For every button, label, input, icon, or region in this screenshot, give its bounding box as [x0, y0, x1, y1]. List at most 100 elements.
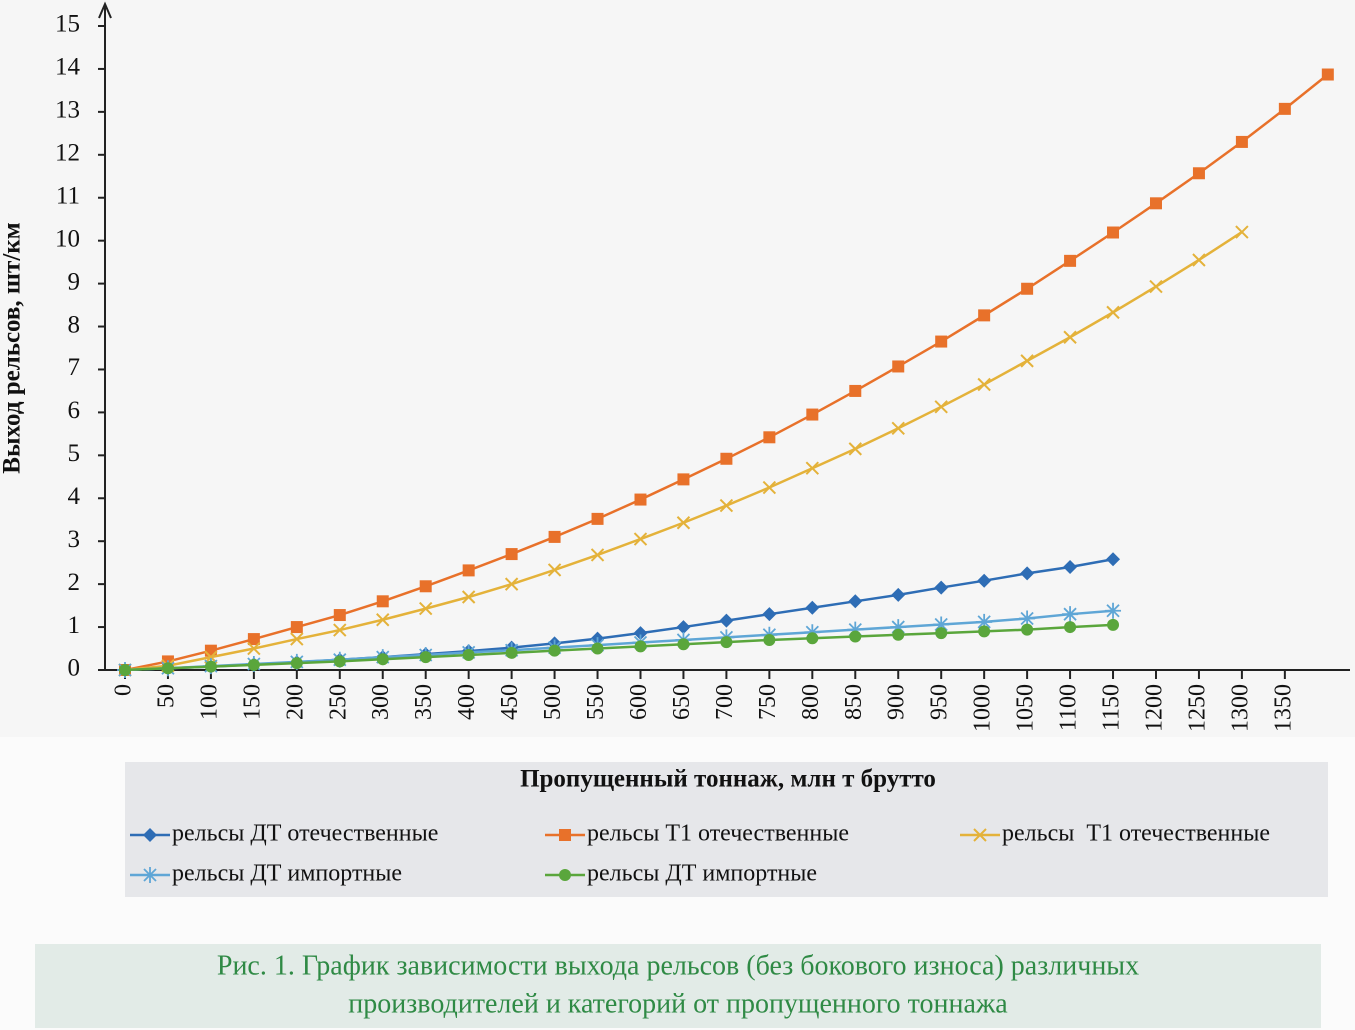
- data-point: [805, 600, 820, 615]
- data-point: [119, 664, 131, 676]
- data-point: [1278, 102, 1291, 115]
- caption-line: Рис. 1. График зависимости выхода рельсо…: [217, 950, 1139, 981]
- x-tick-label: 700: [712, 684, 738, 720]
- data-point: [677, 638, 690, 651]
- x-tick-label: 350: [411, 684, 437, 720]
- y-tick-label: 5: [68, 440, 81, 467]
- x-tick-label: 1100: [1056, 684, 1082, 731]
- y-tick-label: 1: [68, 612, 81, 639]
- x-tick-label: 250: [325, 684, 351, 720]
- caption-line: производителей и категорий от пропущенно…: [348, 988, 1008, 1019]
- data-point: [247, 641, 261, 656]
- x-tick-label: 1300: [1227, 684, 1253, 732]
- data-point: [290, 621, 303, 634]
- y-tick-label: 7: [68, 354, 81, 381]
- data-point: [419, 580, 432, 593]
- data-point: [376, 613, 390, 627]
- data-point: [1021, 623, 1034, 636]
- data-point: [1107, 618, 1120, 631]
- x-axis-title: Пропущенный тоннаж, млн т брутто: [520, 766, 936, 793]
- data-point: [633, 532, 648, 546]
- x-tick-labels: 0 50 100 150 200 250 300 350 400 450 500 550 600 650 7…: [111, 684, 1297, 732]
- data-point: [848, 594, 863, 609]
- y-tick-label: 4: [68, 483, 81, 510]
- data-point: [1064, 621, 1077, 634]
- data-point: [1105, 602, 1122, 619]
- data-point: [719, 498, 734, 513]
- x-tick-label: 450: [497, 684, 523, 720]
- x-tick-label: 500: [540, 684, 566, 720]
- data-point: [891, 587, 906, 602]
- x-tick-label: 550: [583, 684, 609, 720]
- data-point: [804, 624, 821, 641]
- y-tick-label: 9: [68, 268, 81, 295]
- data-point: [333, 609, 346, 622]
- data-point: [204, 660, 217, 673]
- data-point: [805, 461, 820, 475]
- x-tick-label: 950: [927, 684, 953, 720]
- data-point: [418, 601, 433, 616]
- x-tick-label: 50: [153, 684, 179, 708]
- data-point: [1235, 135, 1248, 148]
- data-point: [1107, 226, 1120, 239]
- data-point: [548, 644, 561, 657]
- data-point: [1063, 330, 1077, 344]
- data-point: [1063, 559, 1078, 574]
- data-point: [376, 653, 389, 666]
- x-tick-label: 0: [111, 684, 137, 696]
- legend-label: рельсы Т1 отечественные: [1002, 821, 1270, 847]
- data-point: [333, 655, 346, 668]
- data-point: [204, 644, 217, 657]
- data-point: [720, 636, 733, 649]
- y-tick-label: 6: [68, 397, 81, 424]
- data-point: [977, 573, 992, 588]
- x-tick-label: 750: [755, 684, 781, 720]
- x-tick-label: 1350: [1270, 684, 1296, 732]
- data-point: [892, 360, 905, 373]
- legend-marker: [559, 869, 571, 881]
- data-point: [504, 577, 519, 591]
- data-point: [247, 658, 260, 671]
- data-point: [849, 384, 862, 397]
- data-point: [763, 431, 776, 444]
- data-point: [933, 616, 950, 633]
- data-point: [806, 632, 819, 645]
- data-point: [720, 452, 733, 465]
- x-tick-label: 850: [841, 684, 867, 720]
- data-point: [461, 590, 476, 604]
- x-tick-label: 1150: [1099, 684, 1125, 731]
- y-axis-title: Выход рельсов, шт/км: [0, 222, 26, 473]
- data-point: [847, 621, 864, 638]
- y-tick-label: 13: [55, 97, 80, 124]
- data-point: [590, 548, 605, 562]
- data-point: [676, 620, 691, 635]
- data-point: [891, 421, 905, 435]
- data-point: [633, 626, 648, 641]
- data-point: [935, 335, 948, 348]
- data-point: [976, 613, 993, 630]
- data-point: [462, 648, 475, 661]
- data-point: [1019, 610, 1036, 627]
- series-line: [124, 623, 1114, 672]
- data-point: [934, 400, 948, 414]
- x-tick-label: 1050: [1013, 684, 1039, 732]
- data-point: [978, 625, 991, 638]
- plot-background: [0, 0, 1355, 737]
- data-point: [547, 563, 562, 577]
- y-tick-label: 12: [55, 140, 80, 167]
- data-point: [849, 630, 862, 643]
- data-point: [376, 595, 389, 608]
- y-tick-label: 0: [68, 655, 81, 682]
- data-point: [763, 633, 776, 646]
- x-tick-label: 200: [282, 684, 308, 720]
- data-point: [848, 442, 862, 456]
- legend-marker: [559, 829, 571, 841]
- y-tick-label: 14: [55, 54, 81, 81]
- data-point: [591, 512, 604, 525]
- legend-marker: [142, 867, 158, 883]
- data-point: [634, 640, 647, 653]
- data-point: [505, 548, 518, 561]
- legend-box: [125, 762, 1328, 897]
- legend-marker: [973, 828, 987, 842]
- data-point: [591, 642, 604, 655]
